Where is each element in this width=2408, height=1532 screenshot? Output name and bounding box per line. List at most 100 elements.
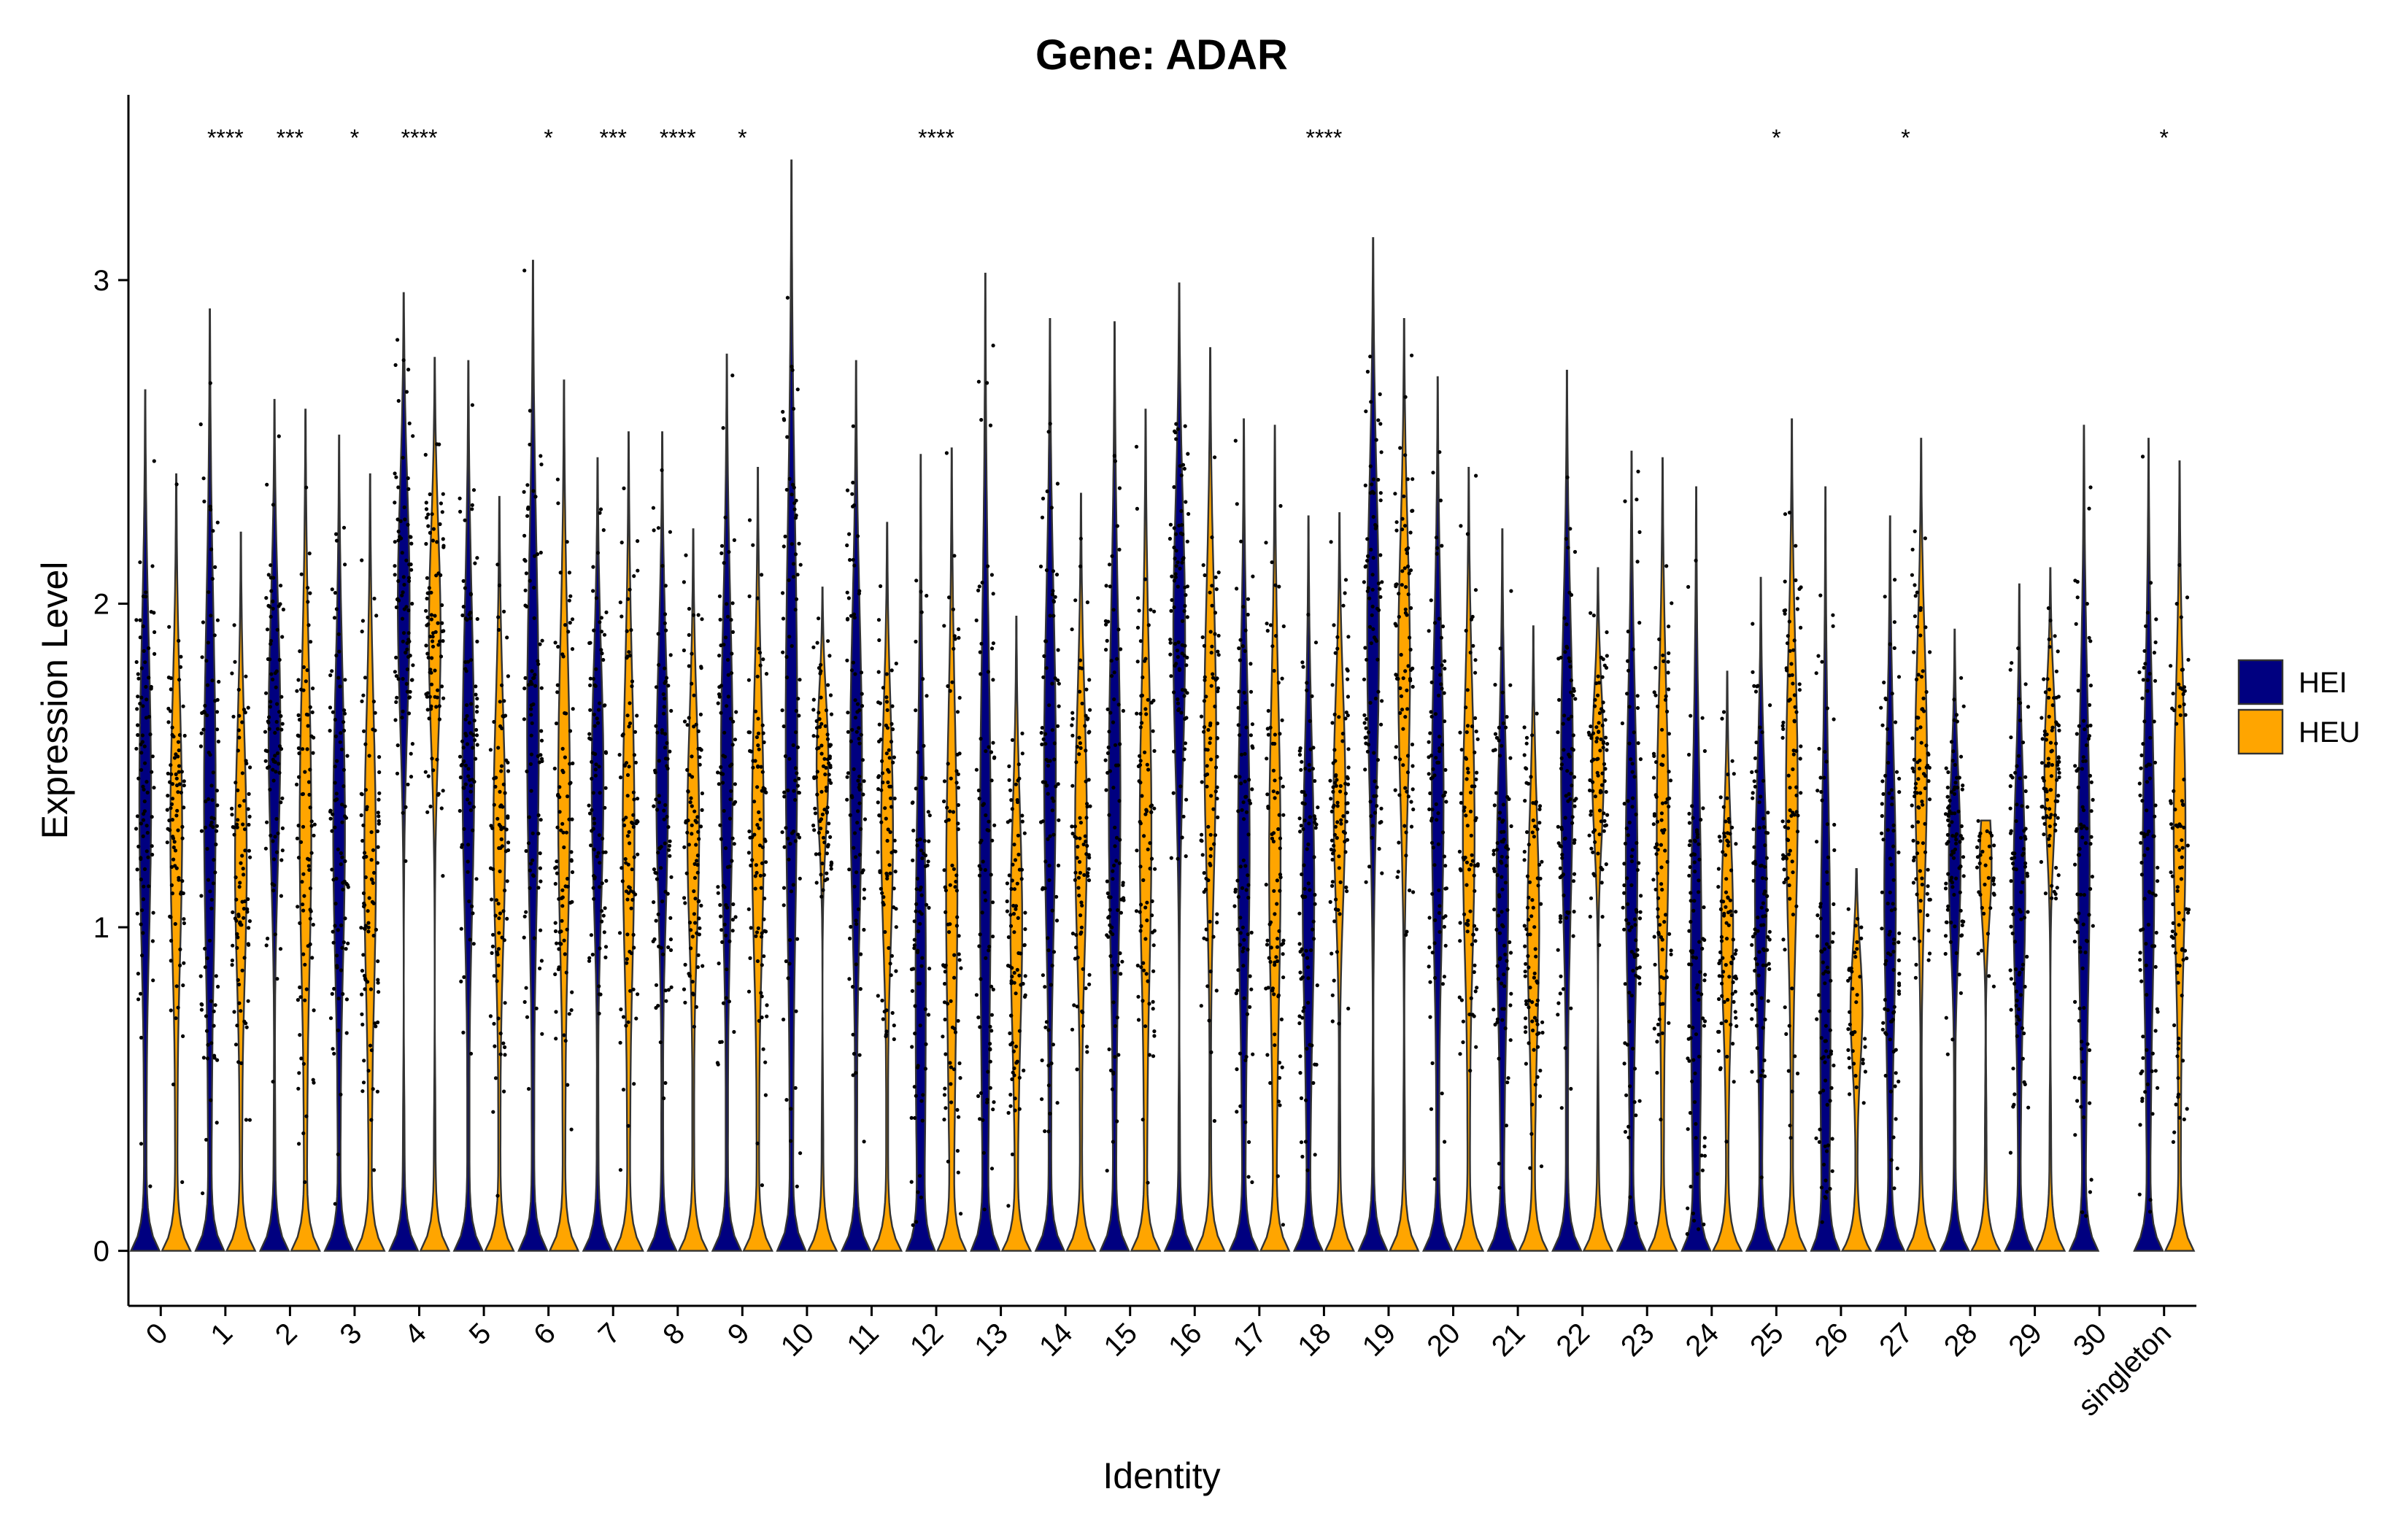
points-heu-18 (1328, 540, 1351, 1026)
points-hei-9 (715, 373, 738, 1067)
significance-label-7: *** (600, 125, 627, 151)
x-tick-label-21: 21 (1486, 1317, 1532, 1363)
points-heu-11 (876, 584, 898, 1042)
points-hei-5 (458, 403, 479, 1056)
violin-heu-29 (2034, 567, 2067, 1252)
points-heu-8 (682, 553, 705, 1029)
violin-heu-0 (161, 473, 192, 1252)
points-hei-0 (134, 459, 157, 1188)
violin-heu-10 (806, 587, 838, 1252)
y-tick-label-0: 0 (93, 1236, 109, 1268)
x-tick-label-3: 3 (333, 1317, 368, 1351)
significance-label-27: * (1901, 125, 1910, 151)
violin-heu-17 (1259, 425, 1291, 1252)
legend-swatch-hei (2237, 659, 2284, 705)
points-heu-5 (488, 562, 511, 1198)
x-tick-label-2: 2 (269, 1317, 304, 1351)
points-hei-7 (587, 507, 609, 1015)
points-heu-singleton (2169, 562, 2191, 1144)
violin-hei-10 (776, 159, 807, 1252)
violin-heu-7 (613, 431, 644, 1252)
y-axis-title: Expression Level (34, 562, 75, 840)
points-heu-4 (423, 442, 446, 878)
violin-hei-19 (1357, 237, 1389, 1252)
points-hei-27 (1879, 578, 1902, 1191)
legend: HEI HEU (2237, 659, 2360, 755)
x-tick-label-8: 8 (657, 1317, 691, 1351)
x-tick-label-28: 28 (1938, 1317, 1984, 1363)
x-tick-label-6: 6 (528, 1317, 562, 1351)
violin-hei-3 (323, 434, 355, 1252)
violin-heu-13 (1000, 616, 1033, 1252)
points-heu-25 (1780, 511, 1803, 1140)
points-heu-24 (1716, 710, 1739, 1144)
points-heu-13 (1005, 731, 1027, 1208)
x-tick-label-22: 22 (1550, 1317, 1596, 1363)
violin-heu-singleton (2164, 460, 2196, 1252)
x-tick-label-25: 25 (1744, 1317, 1790, 1363)
significance-label-9: * (738, 125, 746, 151)
points-hei-30 (2072, 485, 2095, 1218)
points-heu-16 (1199, 455, 1221, 1123)
x-tick-label-29: 29 (2002, 1317, 2048, 1363)
violin-heu-26 (1840, 868, 1872, 1252)
violin-hei-4 (387, 292, 420, 1252)
x-tick-label-16: 16 (1162, 1317, 1208, 1363)
points-hei-4 (393, 338, 415, 863)
x-tick-label-18: 18 (1292, 1317, 1338, 1363)
x-tick-label-17: 17 (1227, 1317, 1273, 1363)
significance-label-18: **** (1306, 125, 1343, 151)
points-hei-17 (1232, 438, 1255, 1185)
x-tick-label-11: 11 (841, 1317, 884, 1361)
legend-label-heu: HEU (2299, 716, 2360, 748)
x-tick-label-5: 5 (463, 1317, 498, 1351)
points-heu-10 (811, 616, 834, 899)
significance-label-6: * (544, 125, 552, 151)
points-hei-3 (328, 525, 350, 1206)
points-heu-26 (1846, 907, 1867, 1105)
significance-label-1: **** (207, 125, 244, 151)
violin-heu-9 (742, 467, 773, 1252)
significance-label-25: * (1772, 125, 1780, 151)
violin-hei-singleton (2133, 438, 2164, 1252)
significance-label-8: **** (660, 125, 696, 151)
points-heu-7 (617, 486, 640, 1172)
x-tick-label-20: 20 (1421, 1317, 1467, 1363)
x-tick-label-10: 10 (775, 1317, 821, 1363)
x-tick-label-13: 13 (968, 1317, 1014, 1363)
violin-hei-14 (1034, 318, 1066, 1252)
violin-heu-5 (484, 495, 515, 1252)
points-heu-9 (746, 518, 769, 1188)
points-heu-3 (359, 558, 382, 1172)
violin-heu-25 (1776, 418, 1807, 1252)
points-heu-1 (230, 623, 252, 1122)
violin-heu-6 (548, 379, 580, 1252)
x-tick-label-24: 24 (1680, 1317, 1726, 1363)
violin-hei-26 (1810, 486, 1841, 1252)
points-hei-6 (522, 268, 544, 1091)
violin-heu-16 (1195, 347, 1226, 1252)
x-tick-label-26: 26 (1809, 1317, 1855, 1363)
violin-heu-2 (290, 409, 321, 1252)
points-hei-18 (1297, 612, 1320, 1172)
violin-hei-8 (647, 431, 678, 1252)
points-hei-26 (1814, 593, 1837, 1224)
points-hei-13 (974, 344, 997, 1212)
violin-heu-20 (1453, 467, 1485, 1252)
points-hei-10 (780, 295, 803, 1188)
points-heu-23 (1651, 564, 1674, 1122)
points-heu-12 (941, 451, 963, 1216)
points-hei-14 (1038, 422, 1061, 1134)
points-hei-16 (1168, 422, 1191, 861)
chart-title: Gene: ADAR (1035, 31, 1288, 79)
points-hei-22 (1556, 475, 1578, 1110)
x-tick-label-23: 23 (1615, 1317, 1661, 1363)
violin-heu-21 (1517, 625, 1549, 1252)
points-heu-22 (1586, 611, 1610, 948)
y-tick-label-2: 2 (93, 589, 109, 621)
x-tick-label-14: 14 (1033, 1317, 1079, 1363)
violin-hei-11 (840, 360, 872, 1252)
x-tick-label-19: 19 (1357, 1317, 1402, 1363)
significance-label-3: * (350, 125, 359, 151)
significance-label-12: **** (918, 125, 954, 151)
